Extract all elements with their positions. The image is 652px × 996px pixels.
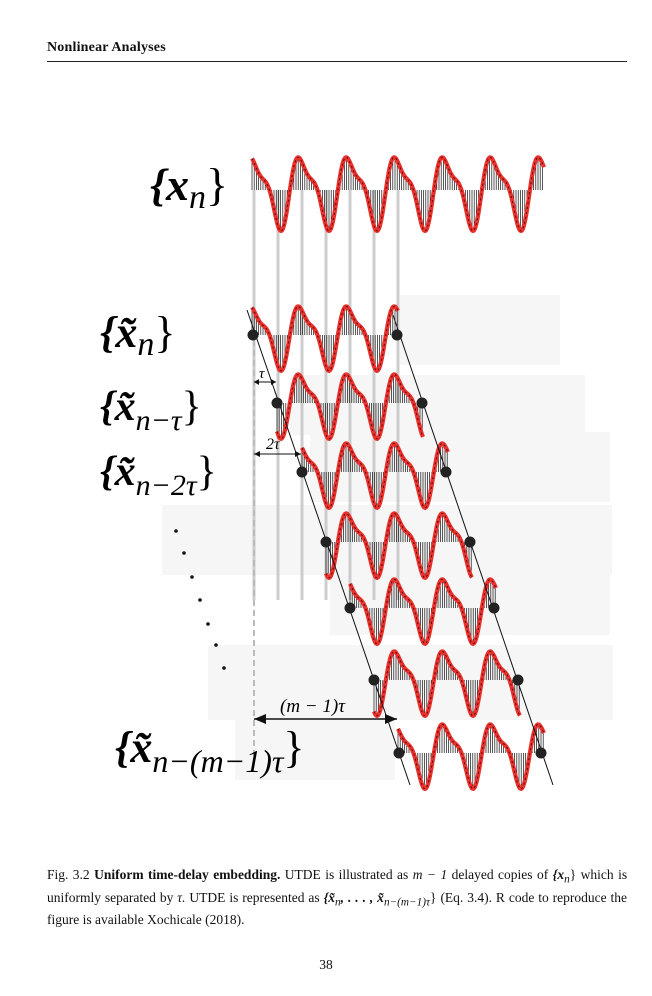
embedding-dot — [247, 329, 259, 341]
two-tau-label: 2τ — [266, 436, 281, 453]
label-xt-n-tau: {x̃n−τ} — [100, 384, 202, 437]
caption-math-3: τ. — [177, 889, 186, 905]
ellipsis-dot — [206, 622, 210, 626]
embedding-dot — [440, 466, 452, 478]
signal-dash — [349, 578, 497, 645]
embedding-dot — [488, 602, 500, 614]
embedding-dot — [393, 747, 405, 759]
embedding-dot — [344, 602, 356, 614]
embedding-dot — [320, 536, 332, 548]
embedding-dot — [512, 674, 524, 686]
signal-copy-5 — [372, 649, 522, 718]
header-rule — [47, 61, 627, 62]
label-x-n: {xn} — [150, 159, 228, 216]
signal-dash — [276, 373, 424, 440]
signal-dash — [325, 512, 473, 579]
background-panel — [235, 720, 395, 780]
right-diagonal — [392, 314, 554, 786]
label-xt-n: {x̃n} — [100, 308, 175, 363]
ellipsis-dots — [174, 529, 226, 670]
signal-copy-6 — [396, 722, 546, 791]
embedding-dot — [535, 747, 547, 759]
signal-copy-2 — [300, 441, 450, 510]
caption-text-5: (Eq. 3.4). R code to reproduce the figur… — [47, 889, 628, 928]
m1-tau-label: (m − 1)τ — [280, 696, 346, 717]
embedding-dot — [296, 466, 308, 478]
m1-tau-annotation: (m − 1)τ — [254, 696, 397, 724]
caption-text-2: delayed copies of — [451, 867, 549, 882]
caption-text-3: which is uniformly separated by — [47, 867, 628, 905]
embedding-dot — [368, 674, 380, 686]
ellipsis-dot — [190, 575, 194, 579]
ellipsis-dot — [214, 643, 218, 647]
signal-dash — [251, 305, 399, 372]
background-panel — [208, 645, 613, 720]
ellipsis-dot — [182, 551, 186, 555]
ellipsis-dot — [174, 529, 178, 533]
caption-text-1: UTDE is illustrated as — [284, 867, 409, 882]
vertical-guides — [252, 190, 400, 760]
caption-fig-label: Fig. 3.2 — [47, 867, 90, 882]
embedding-dot — [391, 329, 403, 341]
background-panel — [310, 432, 610, 502]
embedding-dots — [247, 329, 547, 759]
signal-dash — [251, 156, 545, 232]
signal-dash — [397, 723, 545, 790]
signals — [250, 155, 546, 791]
caption-title: Uniform time-delay embedding. — [94, 867, 281, 882]
embedding-figure: {xn} {x̃n} {x̃n−τ} {x̃n−2τ} {x̃n−(m−1)τ}… — [100, 155, 613, 791]
signal-dash — [301, 442, 449, 509]
embedding-dot — [271, 397, 283, 409]
tau-annotation: τ — [254, 366, 276, 385]
signal-x-n — [250, 155, 546, 234]
background-panel — [400, 295, 560, 365]
signal-dash — [373, 650, 521, 717]
embedding-dot — [416, 397, 428, 409]
figure-caption: Fig. 3.2 Uniform time-delay embedding. U… — [47, 866, 627, 929]
two-tau-annotation: 2τ — [254, 436, 301, 457]
left-diagonal — [246, 309, 411, 786]
caption-math-1: m − 1 — [412, 867, 448, 882]
label-xt-n-2tau: {x̃n−2τ} — [100, 449, 217, 502]
ellipsis-dot — [222, 666, 226, 670]
caption-math-2: {xn} — [552, 867, 577, 886]
label-xt-n-m1tau: {x̃n−(m−1)τ} — [115, 723, 305, 779]
signal-copy-0 — [250, 304, 400, 373]
ellipsis-dot — [198, 598, 202, 602]
page-number: 38 — [319, 957, 333, 972]
signal-copy-1 — [275, 372, 425, 441]
caption-text-4: UTDE is represented as — [189, 889, 320, 905]
embedding-dot — [464, 536, 476, 548]
running-head: Nonlinear Analyses — [47, 40, 166, 55]
tau-label: τ — [259, 366, 265, 382]
figure: {xn} {x̃n} {x̃n−τ} {x̃n−2τ} {x̃n−(m−1)τ}… — [0, 130, 652, 810]
caption-math-4: {x̃n, . . . , x̃n−(m−1)τ} — [323, 889, 437, 909]
diagonal-lines — [246, 309, 554, 786]
